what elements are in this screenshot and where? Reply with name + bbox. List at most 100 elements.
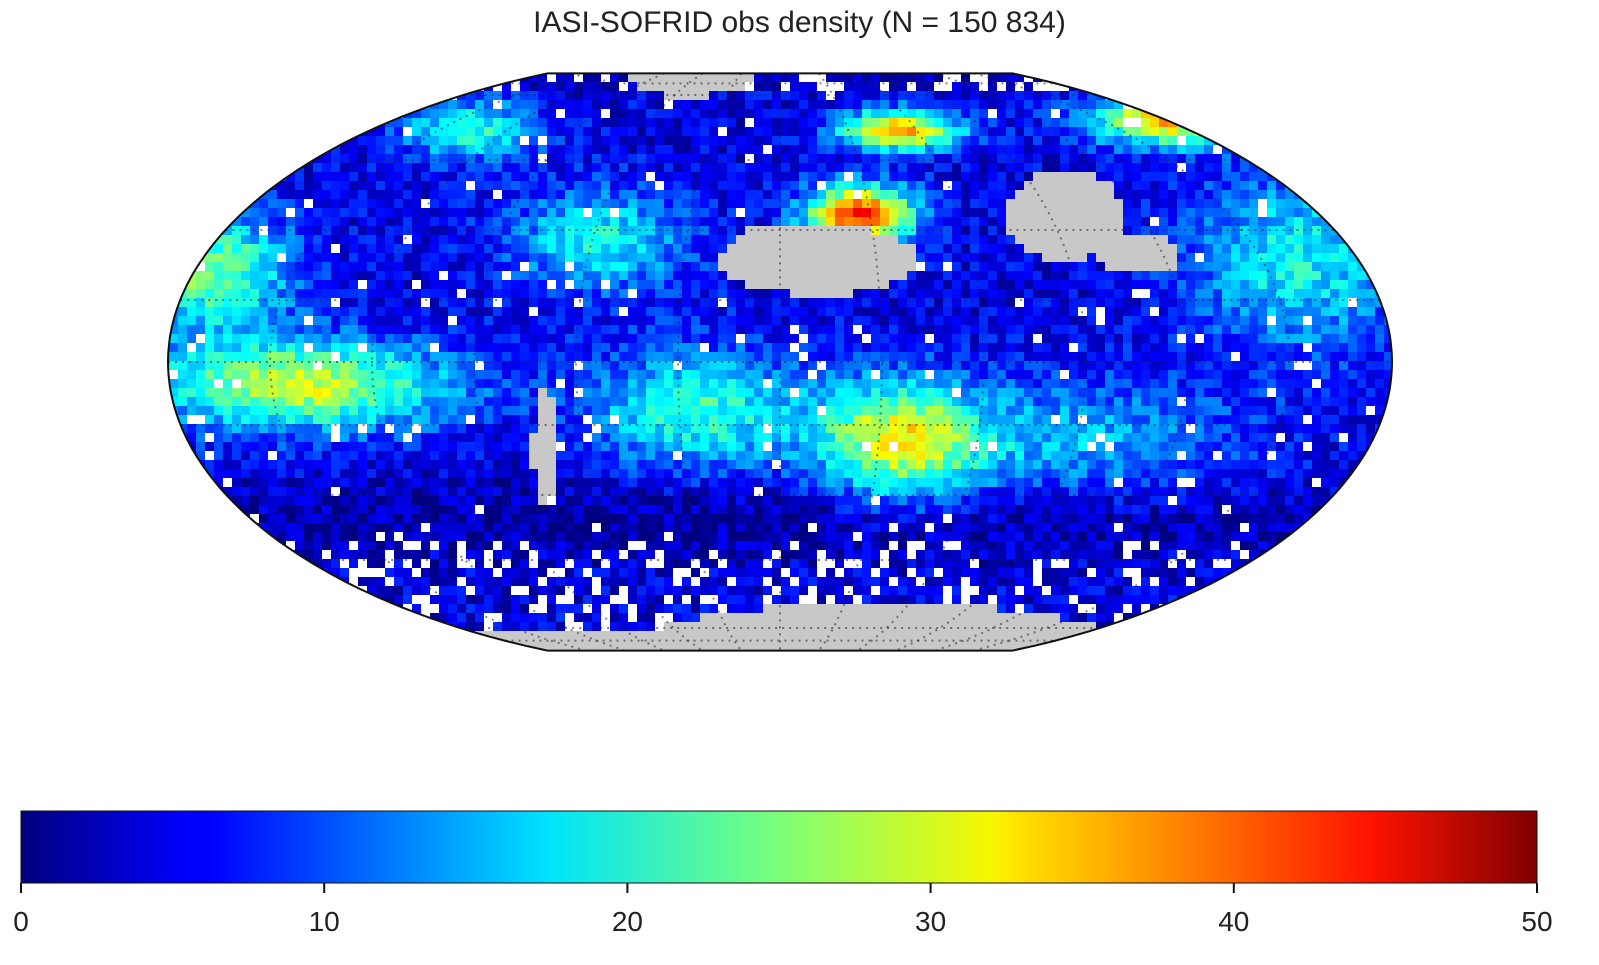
density-cell [1168, 388, 1178, 398]
density-cell [1240, 325, 1250, 335]
density-cell [601, 361, 611, 371]
density-cell [637, 397, 647, 407]
density-cell [673, 397, 683, 407]
density-cell [691, 379, 701, 389]
density-cell [358, 316, 368, 326]
density-cell [457, 181, 467, 191]
density-cell [871, 325, 881, 335]
density-cell [943, 280, 953, 290]
density-cell [421, 352, 431, 362]
density-cell [664, 325, 674, 335]
density-cell [1042, 109, 1052, 119]
density-cell [358, 271, 368, 281]
density-cell [421, 199, 431, 209]
density-cell [727, 307, 737, 317]
density-cell [295, 325, 305, 335]
density-cell [1267, 289, 1277, 299]
density-cell [259, 244, 269, 254]
density-cell [772, 145, 782, 155]
density-cell [997, 100, 1007, 110]
density-cell [277, 442, 287, 452]
density-cell [241, 334, 251, 344]
density-cell [1123, 388, 1133, 398]
density-cell [349, 307, 359, 317]
density-cell [1141, 226, 1151, 236]
density-cell [376, 217, 386, 227]
density-cell [871, 172, 881, 182]
density-cell [412, 307, 422, 317]
density-cell [1069, 280, 1079, 290]
density-cell [214, 298, 224, 308]
density-cell [979, 73, 989, 83]
density-cell [1114, 118, 1124, 128]
density-cell [592, 316, 602, 326]
density-cell [709, 424, 719, 434]
density-cell [709, 433, 719, 443]
density-cell [1024, 199, 1034, 209]
density-cell [934, 406, 944, 416]
density-cell [610, 433, 620, 443]
density-cell [502, 316, 512, 326]
density-cell [358, 181, 368, 191]
density-cell [646, 100, 656, 110]
density-cell [484, 181, 494, 191]
density-cell [493, 226, 503, 236]
density-cell [637, 406, 647, 416]
density-cell [1294, 334, 1304, 344]
density-cell [520, 316, 530, 326]
density-cell [1015, 208, 1025, 218]
density-cell [1132, 433, 1142, 443]
density-cell [988, 208, 998, 218]
density-cell [457, 307, 467, 317]
density-cell [1213, 361, 1223, 371]
density-cell [934, 172, 944, 182]
density-cell [952, 244, 962, 254]
density-cell [331, 370, 341, 380]
density-cell [1222, 199, 1232, 209]
density-cell [1294, 244, 1304, 254]
density-cell [853, 334, 863, 344]
density-cell [250, 433, 260, 443]
density-cell [1051, 370, 1061, 380]
density-cell [817, 199, 827, 209]
density-cell [799, 181, 809, 191]
density-cell [349, 181, 359, 191]
density-cell [1357, 316, 1367, 326]
density-cell [997, 109, 1007, 119]
density-cell [673, 253, 683, 263]
density-cell [412, 433, 422, 443]
density-cell [1105, 118, 1115, 128]
density-cell [556, 109, 566, 119]
density-cell [1006, 289, 1016, 299]
density-cell [655, 271, 665, 281]
density-cell [682, 271, 692, 281]
density-cell [475, 208, 485, 218]
density-cell [457, 343, 467, 353]
density-cell [979, 91, 989, 101]
density-cell [790, 307, 800, 317]
density-cell [241, 253, 251, 263]
density-cell [682, 352, 692, 362]
density-cell [772, 208, 782, 218]
density-cell [466, 253, 476, 263]
density-cell [448, 271, 458, 281]
density-cell [466, 397, 476, 407]
density-cell [484, 109, 494, 119]
density-cell [601, 253, 611, 263]
density-cell [1339, 253, 1349, 263]
density-cell [268, 262, 278, 272]
density-cell [1321, 334, 1331, 344]
density-cell [637, 145, 647, 155]
density-cell [1195, 424, 1205, 434]
density-cell [475, 217, 485, 227]
density-cell [916, 397, 926, 407]
density-cell [268, 253, 278, 263]
density-cell [1096, 307, 1106, 317]
density-cell [529, 343, 539, 353]
density-cell [493, 208, 503, 218]
density-cell [736, 334, 746, 344]
density-cell [1321, 244, 1331, 254]
density-cell [943, 433, 953, 443]
density-cell [988, 325, 998, 335]
density-cell [367, 415, 377, 425]
